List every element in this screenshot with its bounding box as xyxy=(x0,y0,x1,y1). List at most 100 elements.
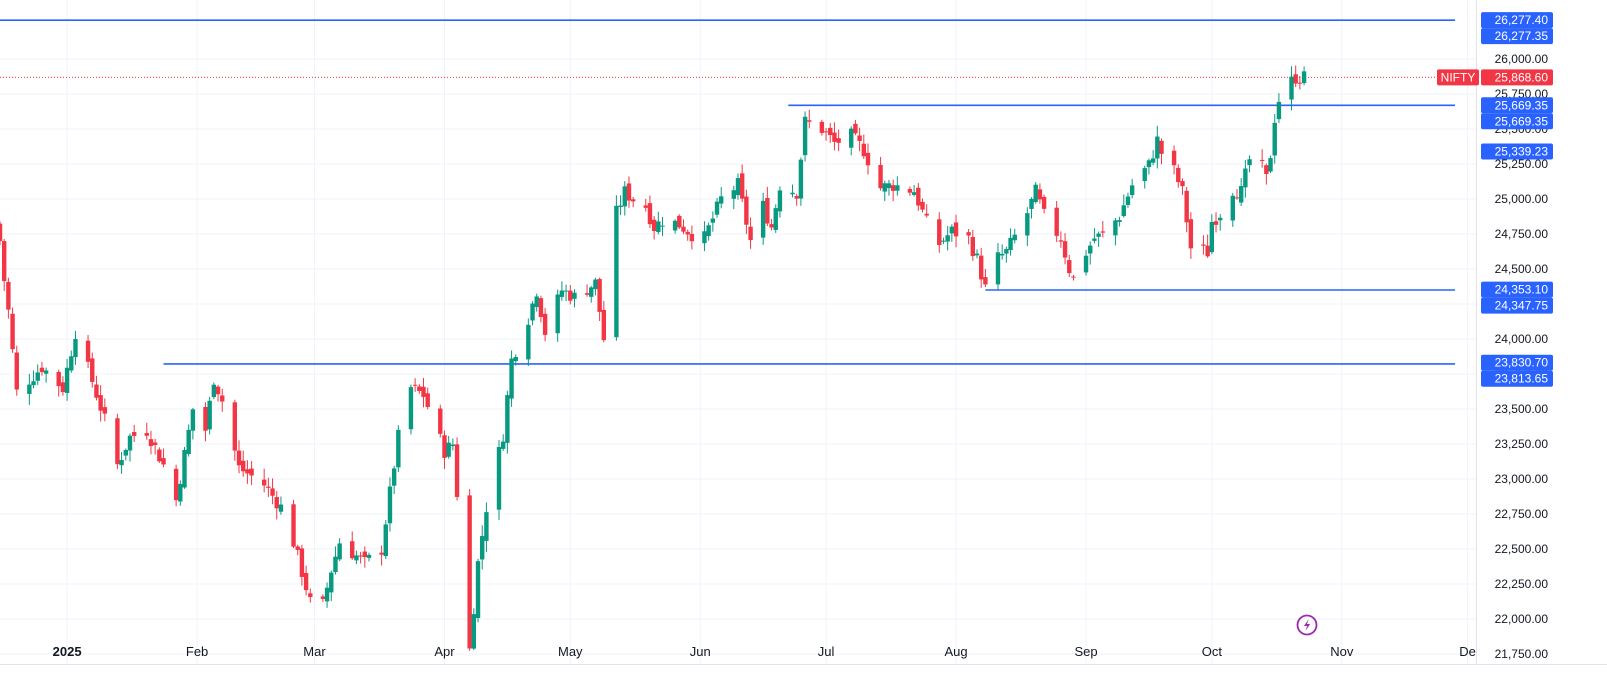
candle[interactable] xyxy=(890,179,896,202)
candle[interactable] xyxy=(589,285,594,303)
candle[interactable] xyxy=(329,570,334,602)
candle[interactable] xyxy=(6,277,11,319)
candle[interactable] xyxy=(593,277,598,296)
candle[interactable] xyxy=(895,176,900,196)
candle[interactable] xyxy=(379,545,384,566)
candle[interactable] xyxy=(689,225,695,250)
candle[interactable] xyxy=(182,447,187,489)
candle[interactable] xyxy=(1238,178,1244,206)
candle[interactable] xyxy=(467,489,472,651)
candle[interactable] xyxy=(626,176,632,208)
candle[interactable] xyxy=(807,109,812,129)
candle[interactable] xyxy=(563,284,569,302)
candle[interactable] xyxy=(157,447,162,463)
candle[interactable] xyxy=(85,334,91,368)
candle[interactable] xyxy=(161,448,166,468)
candle[interactable] xyxy=(1259,149,1265,168)
candle[interactable] xyxy=(1243,160,1248,198)
candle[interactable] xyxy=(945,225,950,251)
candle[interactable] xyxy=(1008,228,1013,256)
candle[interactable] xyxy=(907,186,913,196)
candle[interactable] xyxy=(1209,214,1215,255)
candle[interactable] xyxy=(1096,231,1101,247)
candle[interactable] xyxy=(559,281,565,301)
candle[interactable] xyxy=(1071,274,1076,281)
candle[interactable] xyxy=(584,284,590,297)
candle[interactable] xyxy=(970,229,976,261)
candle[interactable] xyxy=(337,538,342,562)
candle[interactable] xyxy=(1033,182,1038,204)
candle[interactable] xyxy=(131,424,137,442)
candle[interactable] xyxy=(190,407,196,440)
candle[interactable] xyxy=(849,126,854,156)
candle[interactable] xyxy=(1121,194,1126,218)
candle[interactable] xyxy=(127,433,133,462)
candle[interactable] xyxy=(1264,163,1269,185)
candle[interactable] xyxy=(526,318,531,366)
candle[interactable] xyxy=(773,204,778,233)
candle[interactable] xyxy=(1218,214,1223,231)
candle[interactable] xyxy=(471,608,477,651)
candle[interactable] xyxy=(1205,234,1210,258)
candle[interactable] xyxy=(43,367,49,383)
candle[interactable] xyxy=(828,123,833,143)
candle[interactable] xyxy=(1054,200,1059,243)
candle[interactable] xyxy=(790,184,795,198)
candle[interactable] xyxy=(647,195,653,228)
candle[interactable] xyxy=(152,438,158,455)
candle[interactable] xyxy=(1088,241,1093,265)
candle[interactable] xyxy=(505,390,510,454)
candle[interactable] xyxy=(748,217,753,249)
candle[interactable] xyxy=(941,237,946,245)
candle[interactable] xyxy=(651,215,657,240)
candle[interactable] xyxy=(1004,246,1009,263)
candle[interactable] xyxy=(1301,66,1307,86)
candle[interactable] xyxy=(949,224,955,242)
candle[interactable] xyxy=(798,157,804,206)
candle[interactable] xyxy=(886,179,892,196)
candle[interactable] xyxy=(144,422,149,440)
candle[interactable] xyxy=(685,229,690,241)
candle[interactable] xyxy=(412,378,418,392)
candle[interactable] xyxy=(568,285,573,305)
replay-icon[interactable] xyxy=(1296,614,1318,636)
candle[interactable] xyxy=(1176,164,1181,188)
candle[interactable] xyxy=(173,464,179,507)
candle[interactable] xyxy=(823,128,829,141)
candle[interactable] xyxy=(832,122,837,151)
candle[interactable] xyxy=(920,198,925,213)
candle[interactable] xyxy=(861,134,866,159)
candle[interactable] xyxy=(1276,93,1282,124)
candle[interactable] xyxy=(677,214,682,229)
candle[interactable] xyxy=(417,384,422,394)
candle[interactable] xyxy=(513,354,518,366)
candle[interactable] xyxy=(794,193,799,206)
candle[interactable] xyxy=(299,544,305,586)
candle[interactable] xyxy=(249,461,254,486)
candle[interactable] xyxy=(630,197,636,208)
candle[interactable] xyxy=(1201,235,1206,255)
candle[interactable] xyxy=(391,465,397,495)
candle[interactable] xyxy=(1058,231,1064,248)
candle[interactable] xyxy=(739,164,745,203)
candle[interactable] xyxy=(115,413,120,470)
candle[interactable] xyxy=(1029,197,1034,219)
candle[interactable] xyxy=(496,440,502,521)
candle[interactable] xyxy=(278,496,284,515)
candle[interactable] xyxy=(425,387,430,410)
candle[interactable] xyxy=(1230,192,1235,227)
candle[interactable] xyxy=(354,550,359,565)
candle[interactable] xyxy=(90,352,95,388)
candle[interactable] xyxy=(710,211,716,232)
candle[interactable] xyxy=(236,440,242,474)
candle[interactable] xyxy=(245,460,250,484)
candle[interactable] xyxy=(446,435,451,459)
candle[interactable] xyxy=(408,384,414,435)
candle[interactable] xyxy=(819,119,825,136)
candle[interactable] xyxy=(421,378,426,408)
candle[interactable] xyxy=(1041,194,1047,214)
candle[interactable] xyxy=(0,221,3,245)
candle[interactable] xyxy=(274,491,279,520)
candle[interactable] xyxy=(303,565,309,596)
